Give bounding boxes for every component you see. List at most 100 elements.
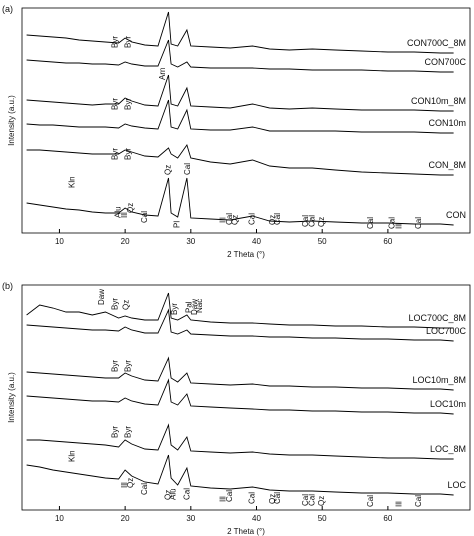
peak-label: Cal [248,492,257,504]
series-label: CON10m_8M [411,96,466,106]
x-tick-label: 30 [186,514,195,523]
peak-label: Ill [219,217,228,223]
xrd-trace [26,39,454,73]
peak-label: Byr [110,360,119,372]
peak-label: Cal [414,217,423,229]
peak-label: Cal [273,213,282,225]
peak-label: Byr [110,98,119,110]
peak-label: Ill [120,212,129,218]
plot-frame [21,7,471,234]
series-label: LOC700C [426,326,467,336]
peak-label: Qz [121,300,130,310]
xrd-trace [26,292,454,329]
peak-label: Alu [114,206,123,218]
peak-label: Byr [110,148,119,160]
xrd-trace [26,356,454,391]
peak-label: Byr [110,298,119,310]
peak-label: Qz [317,496,326,506]
x-tick-label: 20 [121,237,130,246]
peak-label: Daw [97,289,106,305]
peak-label: Qz [268,215,277,225]
series-label: CON10m [428,118,466,128]
xrd-trace [26,11,454,54]
peak-label: Qz [317,217,326,227]
series-label: LOC700C_8M [408,313,466,323]
x-tick-label: 10 [55,237,64,246]
peak-label: Kln [68,176,77,188]
peak-label: Cal [140,211,149,223]
peak-label: Cal [387,217,396,229]
peak-label: Cal [307,494,316,506]
peak-label: Daw [190,299,199,315]
xrd-trace [26,99,454,134]
peak-label: Qz [163,490,172,500]
peak-label: Arn [158,68,167,80]
peak-label: Ill [219,496,228,502]
peak-label: Qz [230,215,239,225]
series-label: LOC_8M [430,444,466,454]
series-label: LOC10m [430,399,466,409]
x-axis-label: 2 Theta (°) [227,250,265,259]
peak-label: Cal [414,495,423,507]
x-tick-label: 50 [318,514,327,523]
peak-label: Ill [395,501,404,507]
plot-frame [21,284,471,511]
peak-label: Cal [307,215,316,227]
peak-label: Cal [225,213,234,225]
xrd-trace [26,177,454,226]
x-tick-label: 10 [55,514,64,523]
peak-label: Cal [366,217,375,229]
xrd-trace [26,143,454,176]
peak-label: Ill [395,223,404,229]
y-axis-label: Intensity (a.u.) [7,372,16,423]
panel-label: (b) [2,281,13,291]
x-tick-label: 30 [186,237,195,246]
xrd-trace [26,378,454,415]
series-label: LOC [447,480,466,490]
x-tick-label: 60 [383,237,392,246]
series-label: CON700C [424,57,466,67]
peak-label: Cal [183,488,192,500]
x-tick-label: 20 [121,514,130,523]
peak-label: Byr [123,360,132,372]
peak-label: Qz [126,478,135,488]
xrd-trace [26,423,454,460]
xrd-trace [26,308,454,342]
peak-label: Kln [68,450,77,462]
x-tick-label: 50 [318,237,327,246]
series-label: LOC10m_8M [412,375,466,385]
panel-label: (a) [2,4,13,14]
y-axis-label: Intensity (a.u.) [7,95,16,146]
x-tick-label: 40 [252,237,261,246]
peak-label: Alu [169,488,178,500]
xrd-trace [26,454,454,496]
peak-label: Byr [110,36,119,48]
peak-label: Cal [273,492,282,504]
peak-label: Byr [170,303,179,315]
series-label: CON [446,210,466,220]
peak-label: Cal [183,163,192,175]
series-label: CON700C_8M [407,38,466,48]
peak-label: Byr [123,148,132,160]
peak-label: Byr [123,36,132,48]
peak-label: Pl [173,221,182,228]
peak-label: Ill [120,482,129,488]
series-label: CON_8M [428,160,466,170]
peak-label: Pal [185,301,194,313]
x-axis-label: 2 Theta (°) [227,527,265,536]
peak-label: Byr [123,98,132,110]
peak-label: Cal [140,483,149,495]
peak-label: Nac [195,299,204,313]
peak-label: Cal [225,490,234,502]
peak-label: Qz [268,494,277,504]
peak-label: Byr [123,426,132,438]
xrd-trace [26,74,454,112]
peak-label: Cal [301,494,310,506]
x-tick-label: 60 [383,514,392,523]
peak-label: Cal [366,495,375,507]
peak-label: Cal [301,215,310,227]
peak-label: Qz [126,203,135,213]
x-tick-label: 40 [252,514,261,523]
peak-label: Byr [110,426,119,438]
